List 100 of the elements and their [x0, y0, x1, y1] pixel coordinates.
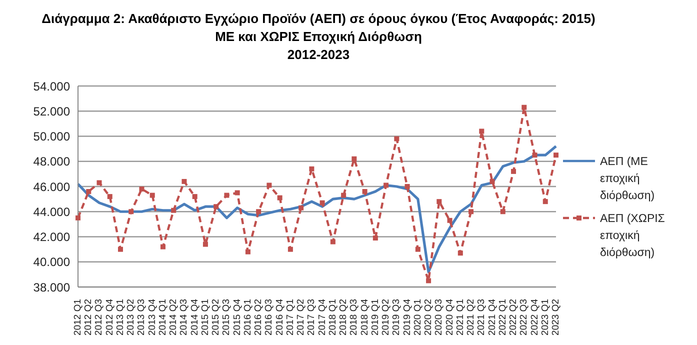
point: [522, 104, 527, 110]
y-tick-label: 42.000: [33, 230, 70, 244]
x-tick-label: 2014 Q4: [189, 299, 200, 336]
point: [426, 278, 432, 284]
point: [511, 168, 516, 174]
x-tick-label: 2022 Q4: [529, 299, 540, 336]
point: [107, 194, 112, 200]
point: [86, 189, 92, 194]
x-tick-label: 2012 Q3: [94, 299, 105, 336]
y-tick-label: 38.000: [33, 280, 70, 294]
point: [479, 128, 484, 134]
x-tick-label: 2012 Q4: [104, 299, 116, 336]
x-tick-label: 2021 Q1: [454, 299, 466, 336]
point: [182, 178, 187, 184]
x-tick-label: 2019 Q1: [370, 299, 381, 336]
x-tick-label: 2020 Q2: [423, 299, 434, 336]
x-tick-label: 2013 Q4: [146, 299, 158, 336]
point: [458, 250, 463, 256]
x-tick-label: 2013 Q2: [126, 299, 137, 336]
point: [341, 192, 346, 198]
x-tick-label: 2013 Q1: [114, 299, 126, 336]
x-tick-label: 2015 Q1: [200, 299, 211, 336]
y-tick-label: 54.000: [33, 79, 70, 94]
point: [554, 152, 558, 158]
x-tick-label: 2015 Q4: [232, 299, 243, 336]
x-tick-label: 2022 Q3: [518, 299, 530, 336]
point: [436, 199, 442, 204]
point: [298, 205, 304, 210]
point: [394, 136, 400, 142]
point: [542, 199, 548, 204]
point: [192, 194, 198, 200]
legend-label: ΑΕΠ (ΜΕ εποχική διόρθωση): [600, 154, 656, 204]
x-tick-label: 2014 Q2: [168, 299, 180, 336]
point: [330, 239, 336, 244]
point: [288, 246, 293, 252]
point: [76, 215, 80, 220]
x-tick-label: 2016 Q3: [264, 299, 275, 336]
point: [266, 182, 272, 188]
x-tick-label: 2020 Q3: [434, 299, 445, 336]
point: [309, 166, 314, 172]
x-tick-label: 2023 Q1: [540, 299, 551, 336]
point: [160, 244, 166, 250]
point: [362, 189, 368, 194]
y-tick-label: 40.000: [33, 255, 70, 270]
point: [500, 209, 506, 214]
x-tick-label: 2019 Q4: [402, 299, 413, 336]
y-tick-label: 44.000: [33, 204, 70, 219]
point: [245, 249, 250, 254]
x-tick-label: 2013 Q3: [136, 299, 148, 336]
line-series: [76, 145, 558, 274]
x-tick-label: 2021 Q2: [466, 299, 477, 336]
x-tick-label: 2012 Q2: [83, 299, 94, 336]
point: [384, 182, 389, 188]
x-tick-label: 2014 Q1: [157, 299, 168, 336]
x-tick-label: 2020 Q4: [444, 299, 456, 336]
point: [214, 204, 219, 210]
x-tick-label: 2015 Q2: [210, 299, 222, 336]
y-tick-label: 48.000: [33, 154, 70, 169]
x-tick-label: 2020 Q1: [412, 299, 424, 336]
point: [224, 192, 230, 198]
x-tick-label: 2016 Q1: [242, 299, 254, 336]
point: [128, 209, 134, 214]
x-tick-label: 2022 Q1: [497, 299, 508, 336]
x-tick-label: 2023 Q2: [550, 299, 562, 336]
point: [532, 152, 538, 158]
x-tick-label: 2017 Q3: [306, 299, 318, 336]
x-tick-label: 2014 Q3: [178, 299, 190, 336]
x-tick-label: 2018 Q2: [338, 299, 350, 336]
y-tick-label: 50.000: [33, 130, 70, 144]
x-tick-label: 2015 Q3: [221, 299, 232, 336]
point: [96, 180, 102, 186]
point: [447, 218, 452, 223]
x-tick-label: 2021 Q3: [476, 299, 488, 336]
y-tick-label: 52.000: [33, 104, 70, 118]
point: [468, 209, 474, 214]
point: [256, 209, 262, 214]
point: [202, 242, 208, 247]
chart-title: Διάγραμμα 2: Ακαθάριστο Εγχώριο Προϊόν (ΑΕΠ) σε όρους όγκου (Έτος Αναφοράς: 2015) ΜΕ και ΧΩΡΙΣ Εποχική Διόρθωση 2012-2023: [40, 10, 596, 64]
x-tick-label: 2012 Q1: [72, 299, 84, 336]
point: [490, 178, 495, 184]
x-tick-label: 2019 Q2: [380, 299, 392, 336]
x-tick-label: 2016 Q4: [274, 299, 286, 336]
point: [277, 195, 282, 200]
point: [372, 236, 378, 241]
point: [150, 192, 155, 198]
y-tick-label: 46.000: [33, 180, 70, 194]
x-tick-label: 2017 Q2: [296, 299, 307, 336]
point: [139, 186, 144, 192]
x-tick-label: 2018 Q1: [327, 299, 338, 336]
x-tick-label: 2017 Q4: [316, 299, 328, 336]
point: [118, 246, 123, 252]
legend-label: ΑΕΠ (ΧΩΡΙΣ εποχική διόρθωση): [600, 212, 666, 260]
x-tick-label: 2017 Q1: [284, 299, 296, 336]
point: [404, 184, 410, 189]
point: [352, 156, 357, 162]
x-tick-label: 2022 Q2: [508, 299, 520, 336]
x-tick-label: 2019 Q3: [391, 299, 402, 336]
x-tick-label: 2018 Q4: [359, 299, 370, 336]
x-tick-label: 2018 Q3: [348, 299, 360, 336]
point: [415, 246, 420, 252]
